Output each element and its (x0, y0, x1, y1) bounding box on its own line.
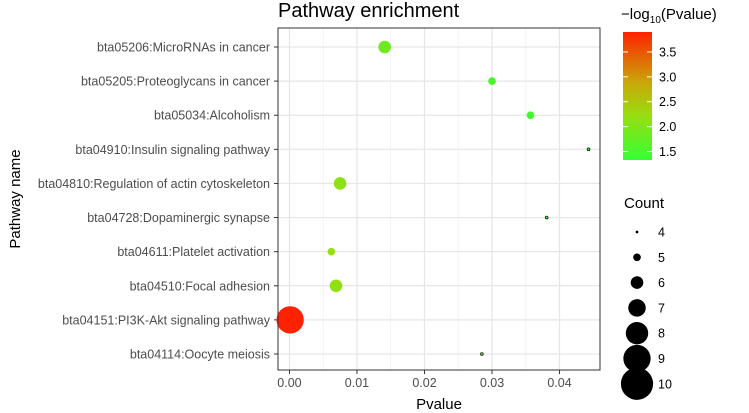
size-legend-circle (630, 276, 644, 289)
data-point (480, 352, 484, 356)
y-axis-category-labels: bta05206:MicroRNAs in cancer bta05205:Pro… (38, 41, 278, 362)
size-legend-circle (633, 253, 641, 262)
plot-panel (277, 27, 601, 371)
size-legend-label: 7 (658, 301, 665, 315)
y-category-label: bta04810:Regulation of actin cytoskeleto… (38, 177, 270, 191)
x-tick-label: 0.04 (547, 376, 571, 390)
y-category-label: bta05206:MicroRNAs in cancer (97, 41, 270, 55)
size-legend-circle (623, 344, 651, 373)
data-point (544, 215, 549, 220)
y-category-label: bta04510:Focal adhesion (130, 279, 270, 293)
data-point (329, 279, 343, 293)
x-axis-title: Pvalue (416, 396, 462, 413)
size-legend-items: 4 5 6 7 8 9 10 (620, 226, 672, 400)
color-legend-title-suffix: (Pvalue) (661, 6, 717, 23)
size-legend-label: 10 (658, 377, 672, 391)
x-tick-label: 0.03 (480, 376, 504, 390)
color-legend-title-subscript: 10 (650, 15, 662, 26)
y-axis-title: Pathway name (7, 149, 24, 248)
size-legend: Count 4 5 6 7 8 9 10 (620, 195, 672, 400)
y-category-label: bta04728:Dopaminergic synapse (87, 211, 270, 225)
plot-panel-border (277, 27, 601, 371)
size-legend-label: 4 (658, 226, 665, 240)
x-tick-label: 0.00 (277, 376, 301, 390)
y-category-label: bta05034:Alcoholism (154, 109, 270, 123)
chart-title: Pathway enrichment (278, 0, 460, 22)
size-legend-title: Count (624, 195, 665, 212)
data-points (276, 40, 591, 356)
color-bar-ticks: 1.5 2.0 2.5 3.0 3.5 (623, 45, 676, 159)
size-legend-circle (625, 322, 649, 345)
x-tick-label: 0.01 (345, 376, 369, 390)
x-axis-tick-labels: 0.00 0.01 0.02 0.03 0.04 (277, 370, 572, 390)
y-category-label: bta04151:PI3K-Akt signaling pathway (62, 313, 271, 327)
grid (278, 28, 600, 370)
size-legend-label: 6 (658, 276, 665, 290)
y-category-label: bta04114:Oocyte meiosis (130, 348, 270, 362)
color-bar (623, 32, 652, 160)
data-point (526, 111, 535, 120)
y-category-label: bta05205:Proteoglycans in cancer (81, 75, 270, 89)
size-legend-circle (628, 299, 646, 317)
color-bar-tick-label: 3.5 (659, 45, 676, 59)
size-legend-circle (635, 230, 639, 234)
size-legend-label: 5 (658, 251, 665, 265)
y-category-label: bta04910:Insulin signaling pathway (75, 143, 270, 157)
data-point (276, 306, 304, 334)
color-bar-tick-label: 2.0 (659, 120, 676, 134)
size-legend-label: 9 (658, 352, 665, 366)
data-point (327, 247, 336, 256)
data-point (378, 40, 391, 54)
x-tick-label: 0.02 (412, 376, 436, 390)
data-point (586, 147, 591, 152)
size-legend-circle (620, 367, 654, 400)
color-legend-title: −log10(Pvalue) (621, 6, 717, 26)
color-bar-tick-label: 3.0 (659, 70, 676, 84)
color-bar-tick-label: 2.5 (659, 95, 676, 109)
y-category-label: bta04611:Platelet activation (117, 245, 270, 259)
color-bar-tick-label: 1.5 (659, 145, 676, 159)
color-legend: −log10(Pvalue) 1.5 2.0 2.5 3.0 3.5 (621, 6, 717, 160)
data-point (333, 177, 347, 190)
data-point (488, 77, 496, 85)
size-legend-label: 8 (658, 327, 665, 341)
color-legend-title-prefix: −log (621, 6, 650, 23)
